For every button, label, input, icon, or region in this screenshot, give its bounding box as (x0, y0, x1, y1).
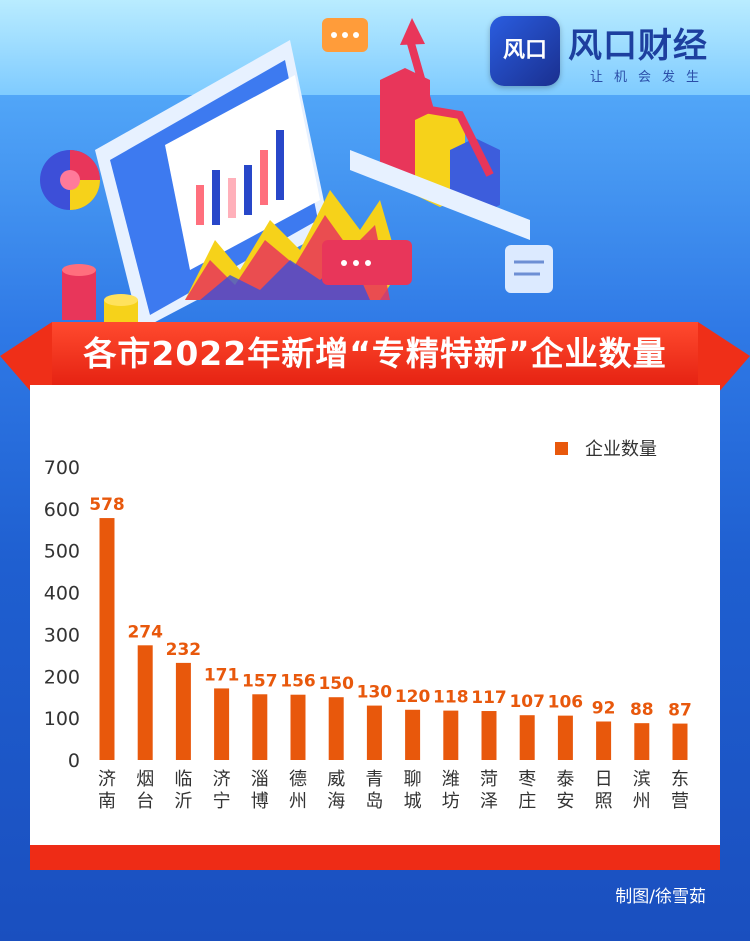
x-tick-label: 德 (289, 769, 307, 790)
y-tick-label: 600 (44, 499, 80, 521)
bar (634, 723, 650, 760)
data-label: 130 (357, 683, 393, 703)
bar (328, 697, 344, 760)
bar (519, 715, 535, 760)
data-label: 171 (204, 665, 240, 685)
legend-swatch (555, 442, 568, 455)
bar (290, 694, 306, 760)
x-tick-label: 海 (327, 791, 345, 812)
data-label: 232 (166, 640, 202, 660)
chart-card: 0 100 200 300 400 500 600 700 企业数量 578 济南 274 烟台 232 临… (30, 385, 720, 845)
bar (252, 694, 268, 760)
x-tick-label: 临 (174, 769, 192, 790)
bar (99, 518, 115, 760)
x-tick-label: 州 (633, 791, 651, 812)
bar (443, 710, 459, 760)
x-tick-label: 聊 (404, 769, 422, 790)
data-label: 107 (509, 692, 545, 712)
data-label: 274 (127, 622, 163, 642)
x-tick-label: 潍 (442, 769, 460, 790)
x-tick-label: 庄 (518, 791, 536, 812)
x-tick-label: 日 (595, 769, 613, 790)
x-tick-label: 台 (136, 791, 154, 812)
data-label: 117 (471, 688, 507, 708)
data-label: 150 (318, 674, 354, 694)
card-footer-bar (30, 845, 720, 870)
x-tick-label: 安 (556, 791, 574, 812)
x-tick-label: 州 (289, 791, 307, 812)
legend-label: 企业数量 (585, 439, 657, 460)
inner-bars (196, 130, 284, 225)
chart-credit: 制图/徐雪茹 (615, 887, 706, 907)
y-tick-label: 200 (44, 666, 80, 688)
bar (596, 721, 612, 760)
bar (175, 662, 191, 760)
x-tick-label: 岛 (365, 791, 383, 812)
x-tick-label: 宁 (213, 791, 231, 812)
x-tick-label: 青 (365, 769, 383, 790)
x-tick-label: 营 (671, 791, 689, 812)
x-tick-label: 城 (404, 791, 422, 812)
y-tick-label: 500 (44, 541, 80, 563)
message-icon (505, 245, 553, 293)
x-tick-label: 沂 (174, 791, 192, 812)
bar (366, 705, 382, 760)
title-banner: 各市2022年新增“专精特新”企业数量 (0, 318, 750, 418)
bar-chart: 0100200300400500600700企业数量578济南274烟台232临… (44, 439, 692, 812)
x-tick-label: 坊 (442, 791, 460, 812)
x-tick-label: 济 (213, 769, 231, 790)
x-tick-label: 南 (98, 791, 116, 812)
data-label: 578 (89, 495, 125, 515)
brand-name: 风口财经 (568, 26, 708, 66)
hero-illustration (40, 18, 553, 330)
data-label: 118 (433, 688, 469, 708)
x-tick-label: 泰 (556, 769, 574, 790)
data-label: 87 (668, 701, 692, 721)
bar (137, 645, 153, 760)
x-tick-label: 威 (327, 769, 345, 790)
x-tick-label: 烟 (136, 769, 154, 790)
y-tick-label: 0 (68, 750, 80, 772)
x-tick-label: 枣 (518, 769, 536, 790)
x-tick-label: 照 (595, 791, 613, 812)
header-background (0, 0, 750, 95)
data-label: 120 (395, 687, 431, 707)
x-tick-label: 菏 (480, 769, 498, 790)
data-label: 106 (548, 693, 584, 713)
brand-slogan: 让机会发生 (590, 70, 711, 85)
bar (672, 723, 688, 760)
x-tick-label: 淄 (251, 769, 269, 790)
page-title: 各市2022年新增“专精特新”企业数量 (52, 322, 698, 386)
y-tick-label: 700 (44, 457, 80, 479)
data-label: 92 (592, 698, 616, 718)
x-tick-label: 泽 (480, 791, 498, 812)
data-label: 88 (630, 700, 654, 720)
x-tick-label: 济 (98, 769, 116, 790)
data-label: 156 (280, 672, 316, 692)
x-tick-label: 滨 (633, 769, 651, 790)
brand-logo: 风口 (490, 16, 560, 86)
bar (405, 709, 421, 760)
y-tick-label: 400 (44, 583, 80, 605)
y-tick-label: 300 (44, 624, 80, 646)
y-tick-label: 100 (44, 708, 80, 730)
bar (214, 688, 230, 760)
bar (481, 711, 497, 760)
logo-text: 风口 (502, 38, 547, 63)
x-tick-label: 东 (671, 769, 689, 790)
bar-blocks (350, 68, 530, 240)
data-label: 157 (242, 671, 278, 691)
x-tick-label: 博 (251, 791, 269, 812)
bar (557, 715, 573, 760)
